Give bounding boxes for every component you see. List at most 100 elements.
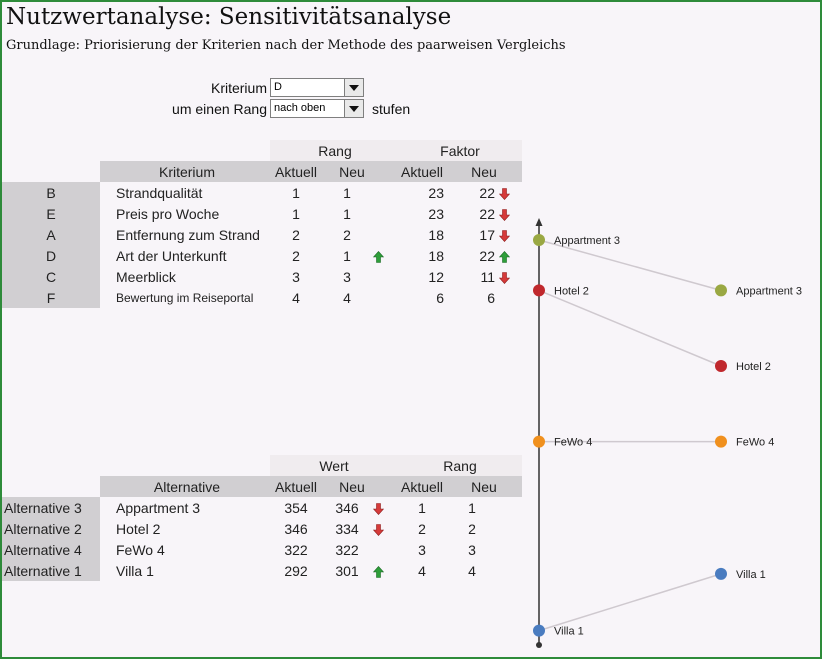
wert-aktuell: 346 [284, 521, 308, 537]
rang-direction-dropdown-value: nach oben [274, 102, 326, 114]
point-aktuell [533, 624, 545, 637]
kriterium-dropdown-value: D [274, 81, 282, 93]
wert-neu: 301 [335, 563, 359, 579]
criteria-key: E [46, 206, 56, 222]
series-line [538, 239, 722, 292]
alternatives-key-column [2, 497, 100, 581]
faktor-neu: 17 [479, 227, 495, 243]
point-label-neu: Appartment 3 [736, 285, 802, 297]
arrow-up-icon [373, 566, 384, 578]
wert-neu: 346 [335, 500, 359, 516]
alt-rang-aktuell: 3 [418, 542, 426, 558]
alt-rang-aktuell: 2 [418, 521, 426, 537]
faktor-neu: 6 [487, 290, 495, 306]
point-label-aktuell: Hotel 2 [554, 285, 589, 297]
criteria-group-header-rang: Rang [318, 143, 352, 159]
criteria-name: Bewertung im Reiseportal [116, 291, 254, 305]
rang-aktuell: 1 [292, 185, 300, 201]
chevron-down-icon[interactable] [344, 79, 363, 96]
faktor-neu: 22 [479, 248, 495, 264]
alt-rang-neu: 3 [468, 542, 476, 558]
chevron-down-icon[interactable] [344, 100, 363, 117]
criteria-key: D [45, 248, 57, 264]
arrow-down-icon [499, 188, 510, 200]
rang-neu: 4 [343, 290, 351, 306]
arrow-down-icon [499, 230, 510, 242]
series-line [538, 289, 722, 367]
alternatives-group-header-rang: Rang [443, 458, 477, 474]
rang-aktuell: 3 [292, 269, 300, 285]
rang-aktuell: 2 [292, 248, 300, 264]
criteria-name: Entfernung zum Strand [116, 227, 260, 243]
alternative-name: FeWo 4 [116, 542, 165, 558]
point-aktuell [533, 284, 545, 297]
page-title: Nutzwertanalyse: Sensitivitätsanalyse [6, 4, 452, 30]
point-neu [715, 360, 727, 372]
criteria-col-faktor-aktuell: Aktuell [400, 164, 444, 180]
alternative-name: Hotel 2 [116, 521, 161, 537]
wert-neu: 322 [335, 542, 359, 558]
alternatives-col-rang-aktuell: Aktuell [400, 479, 444, 495]
point-label-aktuell: FeWo 4 [554, 437, 592, 449]
point-label-neu: FeWo 4 [736, 437, 774, 449]
alt-rang-neu: 1 [468, 500, 476, 516]
criteria-column-header-band [100, 161, 522, 182]
axis-arrow-head [535, 218, 543, 226]
alternative-name: Appartment 3 [116, 500, 201, 516]
axis-end-dot [536, 642, 542, 648]
alternative-key: Alternative 2 [4, 521, 82, 537]
alternatives-column-header-band [100, 476, 522, 497]
alternative-name: Villa 1 [116, 563, 154, 579]
rang-neu: 1 [343, 248, 351, 264]
criteria-col-faktor-neu: Neu [471, 164, 497, 180]
wert-aktuell: 322 [284, 542, 308, 558]
stufen-label: stufen [372, 101, 411, 117]
criteria-key: A [46, 227, 56, 243]
arrow-up-icon [373, 251, 384, 263]
kriterium-dropdown[interactable]: D [270, 78, 364, 97]
alternatives-col-alternative: Alternative [153, 479, 221, 495]
page-subtitle: Grundlage: Priorisierung der Kriterien n… [6, 38, 566, 53]
criteria-name: Meerblick [116, 269, 176, 285]
alternatives-group-header-wert: Wert [319, 458, 349, 474]
alt-rang-aktuell: 4 [418, 563, 426, 579]
alternatives-col-wert-neu: Neu [339, 479, 365, 495]
criteria-key: C [45, 269, 57, 285]
point-aktuell [533, 435, 545, 448]
alternative-key: Alternative 1 [4, 563, 82, 579]
wert-neu: 334 [335, 521, 359, 537]
faktor-aktuell: 6 [436, 290, 444, 306]
criteria-key: B [46, 185, 56, 201]
point-aktuell [533, 234, 545, 246]
criteria-key-column [2, 182, 100, 308]
rang-direction-dropdown[interactable]: nach oben [270, 99, 364, 118]
wert-aktuell: 292 [284, 563, 308, 579]
point-label-neu: Villa 1 [736, 569, 766, 581]
arrow-up-icon [499, 251, 510, 263]
criteria-col-rang-neu: Neu [339, 164, 365, 180]
faktor-neu: 22 [479, 185, 495, 201]
point-neu [715, 284, 727, 297]
series-line [538, 573, 722, 632]
rang-aktuell: 1 [292, 206, 300, 222]
faktor-aktuell: 18 [428, 248, 444, 264]
faktor-aktuell: 23 [428, 206, 444, 222]
alt-rang-aktuell: 1 [418, 500, 426, 516]
alternative-key: Alternative 4 [4, 542, 82, 558]
point-neu [715, 567, 727, 580]
alternatives-col-rang-neu: Neu [471, 479, 497, 495]
rang-label: um einen Rang [172, 101, 267, 117]
kriterium-label: Kriterium [210, 80, 267, 96]
criteria-group-header-faktor: Faktor [440, 143, 480, 159]
rang-neu: 2 [343, 227, 351, 243]
faktor-aktuell: 12 [428, 269, 444, 285]
arrow-down-icon [373, 524, 384, 536]
criteria-name: Preis pro Woche [116, 206, 220, 222]
criteria-name: Strandqualität [116, 185, 203, 201]
criteria-name: Art der Unterkunft [116, 248, 227, 264]
rang-aktuell: 2 [292, 227, 300, 243]
criteria-col-kriterium: Kriterium [158, 164, 215, 180]
alternatives-col-wert-aktuell: Aktuell [274, 479, 318, 495]
alternatives-group-header-band [270, 455, 522, 476]
